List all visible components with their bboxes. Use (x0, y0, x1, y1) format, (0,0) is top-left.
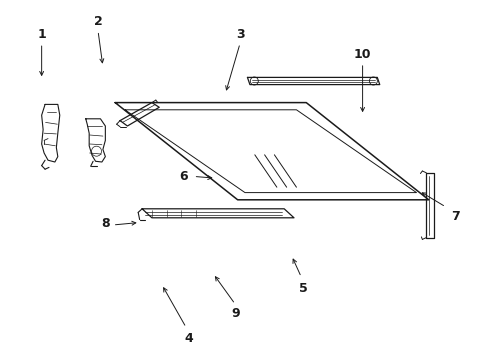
Text: 1: 1 (37, 28, 46, 41)
Text: 8: 8 (101, 217, 110, 230)
Text: 6: 6 (179, 170, 188, 183)
Text: 7: 7 (451, 210, 460, 222)
Text: 2: 2 (94, 15, 102, 28)
Text: 4: 4 (184, 332, 193, 345)
Text: 3: 3 (236, 28, 245, 41)
Text: 5: 5 (299, 282, 308, 294)
Text: 10: 10 (354, 48, 371, 60)
Text: 9: 9 (231, 307, 240, 320)
